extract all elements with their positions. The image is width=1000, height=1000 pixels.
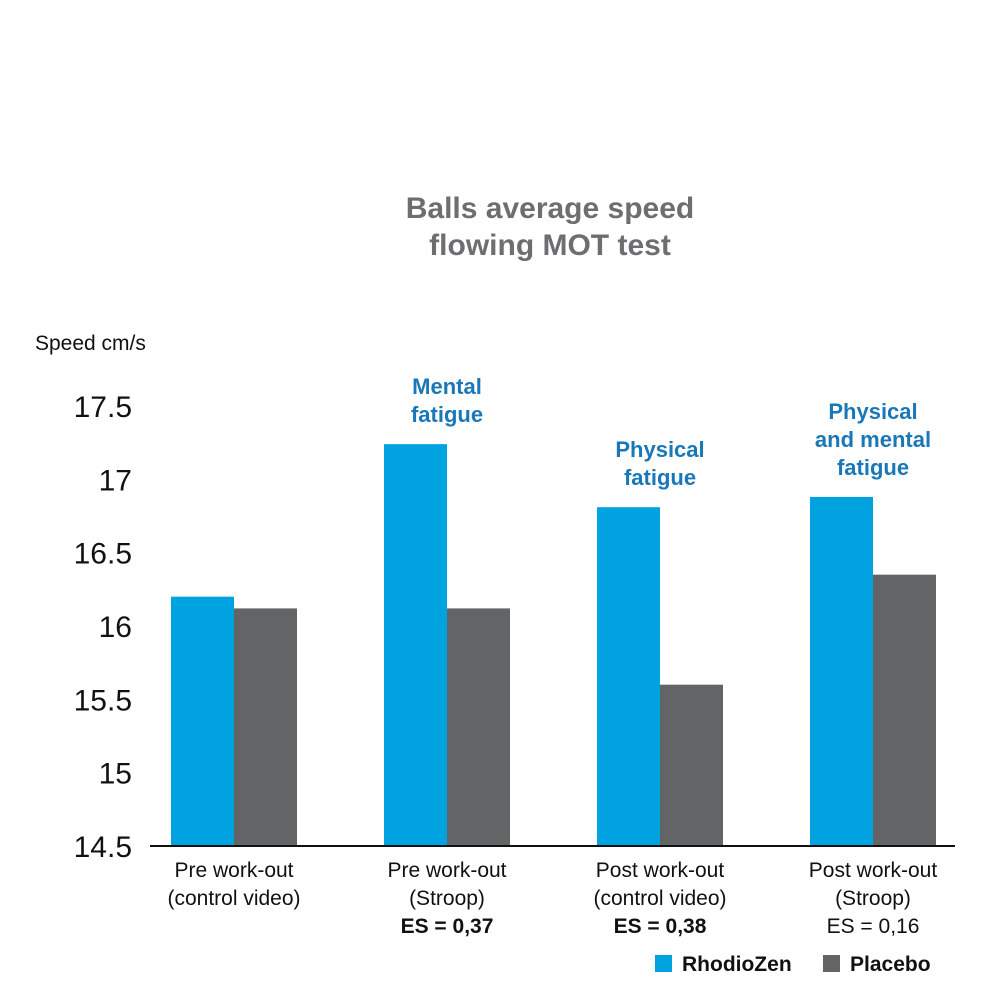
legend-label-placebo: Placebo	[850, 953, 931, 976]
bars	[171, 444, 936, 846]
x-category-label: (control video)	[593, 887, 726, 910]
legend-swatch-placebo	[823, 955, 840, 972]
bar-placebo-2	[447, 608, 510, 846]
bar-placebo-3	[660, 684, 723, 846]
effect-size-label: ES = 0,38	[614, 915, 707, 938]
chart-title-line-2: flowing MOT test	[429, 229, 671, 262]
x-category-label: (Stroop)	[835, 887, 911, 910]
effect-size-label: ES = 0,37	[401, 915, 494, 938]
bar-rhodiozen-4	[810, 496, 873, 846]
y-tick-label: 16.5	[74, 538, 132, 571]
bar-placebo-1	[234, 608, 297, 846]
bar-placebo-4	[873, 574, 936, 846]
annotation-label: fatigue	[624, 465, 696, 490]
annotation-label: Physical	[828, 399, 917, 424]
annotation-label: fatigue	[837, 455, 909, 480]
x-axis-categories: Pre work-out (control video) Pre work-out (…	[167, 859, 937, 938]
y-tick-label: 17.5	[74, 391, 132, 424]
legend-label-rhodiozen: RhodioZen	[682, 953, 792, 976]
y-tick-label: 15	[99, 758, 132, 791]
legend-swatch-rhodiozen	[655, 955, 672, 972]
bar-rhodiozen-3	[597, 507, 660, 846]
y-tick-label: 17	[99, 464, 132, 497]
effect-size-label: ES = 0,16	[827, 915, 920, 938]
annotation-label: fatigue	[411, 402, 483, 427]
legend: RhodioZen Placebo	[655, 953, 931, 976]
y-tick-label: 16	[99, 611, 132, 644]
y-tick-label: 14.5	[74, 831, 132, 864]
annotation-label: Mental	[412, 374, 482, 399]
chart-title-line-1: Balls average speed	[406, 192, 695, 225]
x-category-label: Pre work-out	[387, 859, 506, 882]
y-axis-ticks: 17.5 17 16.5 16 15.5 15 14.5	[74, 391, 132, 864]
bar-rhodiozen-2	[384, 444, 447, 846]
y-tick-label: 15.5	[74, 684, 132, 717]
x-category-label: Post work-out	[596, 859, 725, 882]
x-category-label: (Stroop)	[409, 887, 485, 910]
bar-rhodiozen-1	[171, 596, 234, 846]
annotations: Mental fatigue Physical fatigue Physical and …	[411, 374, 931, 490]
annotation-label: Physical	[615, 437, 704, 462]
annotation-label: and mental	[815, 427, 931, 452]
x-category-label: Pre work-out	[174, 859, 293, 882]
x-category-label: (control video)	[167, 887, 300, 910]
y-axis-label: Speed cm/s	[35, 332, 146, 355]
chart-title: Balls average speed flowing MOT test	[406, 192, 695, 262]
x-category-label: Post work-out	[809, 859, 938, 882]
